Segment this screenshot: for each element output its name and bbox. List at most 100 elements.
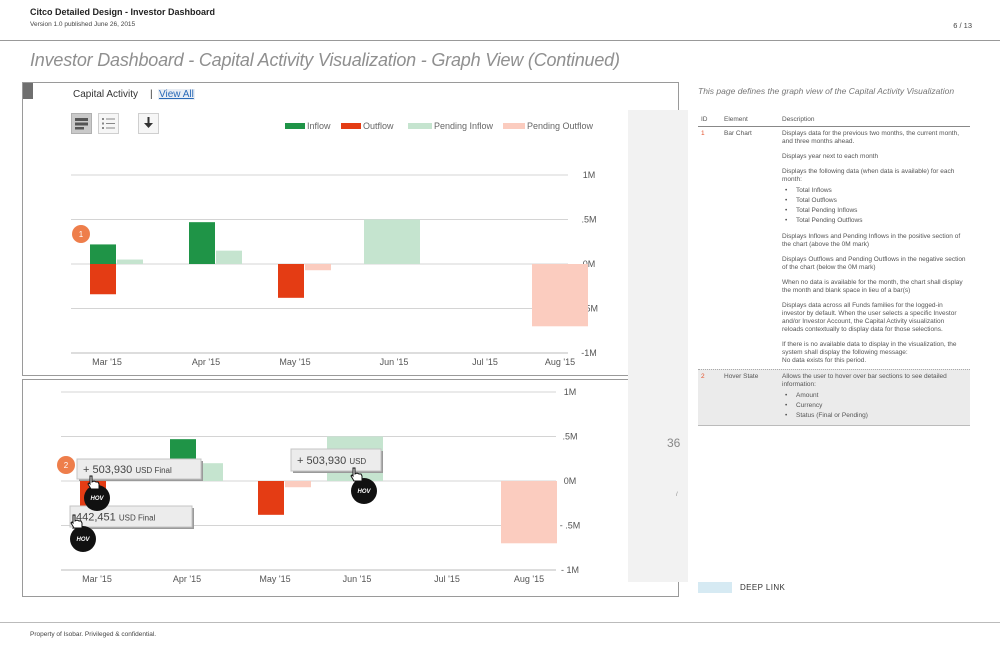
footer-text: Property of Isobar. Privileged & confide… (30, 631, 157, 638)
desc-text: Displays data across all Funds families … (782, 302, 957, 333)
tooltip-currency: USD (349, 457, 366, 466)
hover-indicator-dot (70, 526, 96, 552)
desc-bullet-list: Total Inflows Total Outflows Total Pendi… (782, 186, 966, 226)
row-description: Displays data for the previous two month… (782, 130, 970, 365)
bar-pending-outflow-aug-15[interactable] (501, 481, 557, 544)
x-tick-label: Apr '15 (192, 357, 220, 367)
footer-divider (0, 622, 1000, 623)
legend-label-inflow: Inflow (307, 121, 331, 131)
legend-label-outflow: Outflow (363, 121, 394, 131)
tooltip-status: Final (138, 514, 156, 523)
hover-indicator-dot (351, 478, 377, 504)
background-ghost-number: 36 (667, 436, 681, 450)
hand-cursor-icon (70, 514, 83, 529)
tooltip-currency: USD (119, 514, 138, 523)
list-view-button[interactable] (98, 113, 119, 134)
panel-corner-marker (23, 83, 33, 99)
bar-outflow-may-15[interactable] (278, 264, 304, 298)
annotation-badge-number: 2 (64, 461, 69, 470)
desc-no-data-message: No data exists for this period. (782, 357, 867, 364)
annotation-badge-number: 1 (79, 230, 84, 239)
title-separator: | (150, 89, 153, 100)
desc-bullet-list: Amount Currency Status (Final or Pending… (782, 391, 966, 421)
bar-outflow-mar-15[interactable] (90, 264, 116, 295)
definition-row-hover-state: 2 Hover State Allows the user to hover o… (698, 369, 970, 426)
legend-label-pending-inflow: Pending Inflow (434, 121, 494, 131)
legend-swatch-pending-inflow (408, 123, 432, 129)
hover-indicator-dot (84, 485, 110, 511)
y-tick-label: 1M (564, 387, 577, 397)
desc-text: Displays year next to each month (782, 153, 879, 160)
hover-tooltip: + 503,930 USD (290, 448, 383, 473)
y-tick-label: 0M (583, 259, 596, 269)
bar-outflow-may-15[interactable] (258, 481, 284, 515)
bar-inflow-mar-15[interactable] (90, 244, 116, 264)
bar-pending-outflow-may-15[interactable] (285, 481, 311, 488)
header-element: Element (724, 116, 748, 123)
desc-text: Displays the following data (when data i… (782, 168, 955, 183)
definitions-intro: This page defines the graph view of the … (698, 86, 955, 96)
row-id: 2 (701, 373, 705, 380)
y-tick-label: -1M (581, 348, 597, 358)
bar-pending-outflow-may-15[interactable] (305, 264, 331, 271)
capital-activity-panel: Capital Activity | View All Inflow Outfl… (22, 82, 679, 376)
hand-cursor-shape (70, 514, 83, 529)
annotation-badge: 2 (57, 456, 75, 474)
legend-item-outflow: Outflow (341, 121, 394, 131)
bar-pending-inflow-jun-15[interactable] (364, 219, 420, 265)
hover-state-bar-chart: 1M .5M 0M - .5M - 1M Mar '15 Apr '15 May '15 Jun… (57, 387, 581, 584)
header-description: Description (782, 116, 815, 123)
desc-bullet: Total Outflows (782, 196, 966, 206)
bar-inflow-apr-15[interactable] (189, 222, 215, 264)
desc-bullet: Amount (782, 391, 966, 401)
x-tick-label: Jul '15 (472, 357, 498, 367)
download-icon (144, 117, 153, 128)
desc-text: Displays Outflows and Pending Outflows i… (782, 256, 966, 271)
desc-text: Displays Inflows and Pending Inflows in … (782, 233, 961, 248)
hover-indicator: HOV (70, 526, 96, 552)
legend-label-pending-outflow: Pending Outflow (527, 121, 594, 131)
annotation-badge-circle (57, 456, 75, 474)
legend-item-pending-inflow: Pending Inflow (408, 121, 493, 131)
x-tick-label: Mar '15 (92, 357, 122, 367)
row-description: Allows the user to hover over bar sectio… (782, 373, 970, 421)
tooltip-box (290, 448, 382, 472)
y-tick-label: - .5M (560, 521, 581, 531)
tooltip-amount: + 503,930 (297, 455, 349, 467)
bar-chart-view-button[interactable] (71, 113, 92, 134)
x-tick-label: Mar '15 (82, 574, 112, 584)
bar-pending-inflow-apr-15[interactable] (216, 250, 242, 264)
tooltip-amount: + 503,930 (83, 464, 135, 476)
header-id: ID (701, 116, 708, 123)
tooltip-text: + 503,930 USD Final (83, 464, 172, 476)
x-tick-label: Apr '15 (173, 574, 201, 584)
header-divider (0, 40, 1000, 41)
view-all-link[interactable]: View All (158, 89, 195, 100)
desc-bullet: Total Inflows (782, 186, 966, 196)
tooltip-text: 442,451 USD Final (76, 512, 156, 524)
row-element: Bar Chart (724, 130, 752, 137)
bar-pending-inflow-apr-15[interactable] (197, 463, 223, 481)
desc-bullet: Total Pending Inflows (782, 206, 966, 216)
tooltip-amount: 442,451 (76, 512, 119, 524)
deep-link-legend-swatch (698, 582, 732, 593)
annotation-badge: 1 (72, 225, 90, 243)
x-tick-label: Aug '15 (545, 357, 575, 367)
hover-indicator: HOV (84, 485, 110, 511)
bar-pending-inflow-mar-15[interactable] (117, 259, 143, 264)
hand-cursor-icon (87, 475, 100, 490)
row-id: 1 (701, 130, 705, 137)
legend-item-inflow: Inflow (285, 121, 331, 131)
definitions-header-row: ID Element Description (698, 114, 970, 127)
hand-cursor-shape (350, 467, 363, 482)
download-button[interactable] (138, 113, 159, 134)
desc-text: Displays data for the previous two month… (782, 130, 960, 145)
bar-pending-outflow-aug-15[interactable] (532, 264, 588, 327)
x-tick-label: Jun '15 (343, 574, 372, 584)
hover-state-panel: 1M .5M 0M - .5M - 1M Mar '15 Apr '15 May '15 Jun… (22, 379, 679, 597)
list-view-icon (102, 118, 115, 129)
tooltip-box (76, 458, 202, 480)
legend-item-pending-outflow: Pending Outflow (503, 121, 593, 131)
legend-swatch-inflow (285, 123, 305, 129)
hover-tooltip: 442,451 USD Final (69, 505, 194, 529)
